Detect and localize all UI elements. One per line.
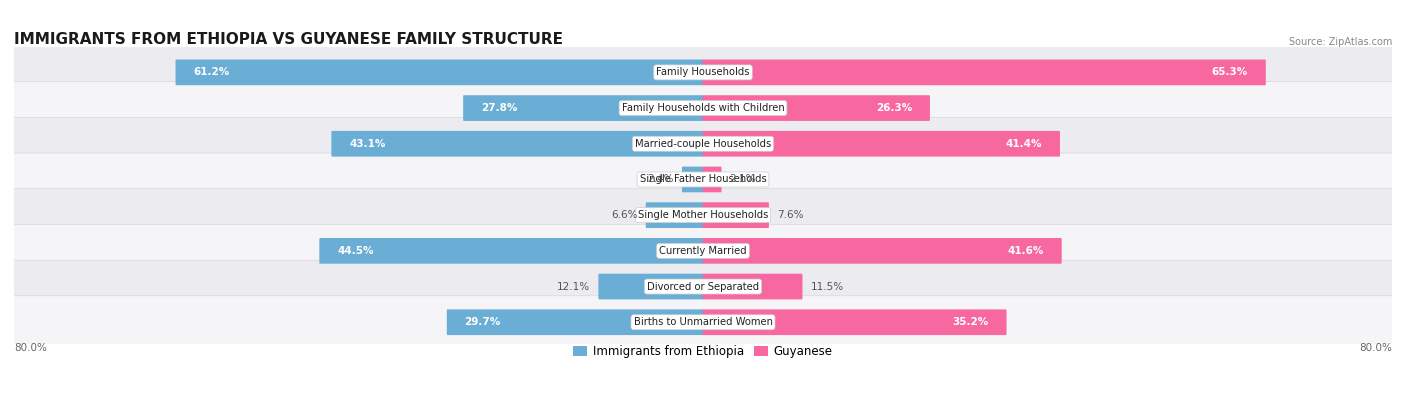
Text: Divorced or Separated: Divorced or Separated [647,282,759,292]
Text: 41.4%: 41.4% [1005,139,1042,149]
FancyBboxPatch shape [703,60,1265,85]
Text: 43.1%: 43.1% [349,139,385,149]
Text: 29.7%: 29.7% [464,317,501,327]
FancyBboxPatch shape [703,167,721,192]
FancyBboxPatch shape [11,46,1395,99]
Text: 61.2%: 61.2% [193,68,229,77]
Text: 11.5%: 11.5% [811,282,844,292]
FancyBboxPatch shape [703,202,769,228]
Text: 80.0%: 80.0% [1360,343,1392,353]
FancyBboxPatch shape [176,60,703,85]
FancyBboxPatch shape [11,224,1395,277]
Text: 65.3%: 65.3% [1212,68,1249,77]
Text: 7.6%: 7.6% [778,210,804,220]
Text: 27.8%: 27.8% [481,103,517,113]
FancyBboxPatch shape [703,309,1007,335]
Legend: Immigrants from Ethiopia, Guyanese: Immigrants from Ethiopia, Guyanese [569,341,837,361]
FancyBboxPatch shape [11,296,1395,349]
FancyBboxPatch shape [319,238,703,264]
FancyBboxPatch shape [11,82,1395,134]
FancyBboxPatch shape [703,131,1060,157]
FancyBboxPatch shape [332,131,703,157]
Text: Single Mother Households: Single Mother Households [638,210,768,220]
FancyBboxPatch shape [682,167,703,192]
FancyBboxPatch shape [463,95,703,121]
FancyBboxPatch shape [11,117,1395,170]
Text: IMMIGRANTS FROM ETHIOPIA VS GUYANESE FAMILY STRUCTURE: IMMIGRANTS FROM ETHIOPIA VS GUYANESE FAM… [14,32,562,47]
FancyBboxPatch shape [11,189,1395,242]
Text: 35.2%: 35.2% [953,317,988,327]
Text: 2.4%: 2.4% [647,175,673,184]
FancyBboxPatch shape [11,260,1395,313]
Text: Births to Unmarried Women: Births to Unmarried Women [634,317,772,327]
FancyBboxPatch shape [703,95,929,121]
Text: 41.6%: 41.6% [1008,246,1045,256]
Text: Single Father Households: Single Father Households [640,175,766,184]
FancyBboxPatch shape [599,274,703,299]
Text: Married-couple Households: Married-couple Households [636,139,770,149]
Text: 26.3%: 26.3% [876,103,912,113]
Text: 12.1%: 12.1% [557,282,591,292]
Text: Family Households with Children: Family Households with Children [621,103,785,113]
FancyBboxPatch shape [11,153,1395,206]
Text: Family Households: Family Households [657,68,749,77]
Text: 44.5%: 44.5% [337,246,374,256]
FancyBboxPatch shape [703,274,803,299]
FancyBboxPatch shape [703,238,1062,264]
Text: Source: ZipAtlas.com: Source: ZipAtlas.com [1288,37,1392,47]
FancyBboxPatch shape [447,309,703,335]
Text: 6.6%: 6.6% [612,210,637,220]
FancyBboxPatch shape [645,202,703,228]
Text: Currently Married: Currently Married [659,246,747,256]
Text: 2.1%: 2.1% [730,175,756,184]
Text: 80.0%: 80.0% [14,343,46,353]
